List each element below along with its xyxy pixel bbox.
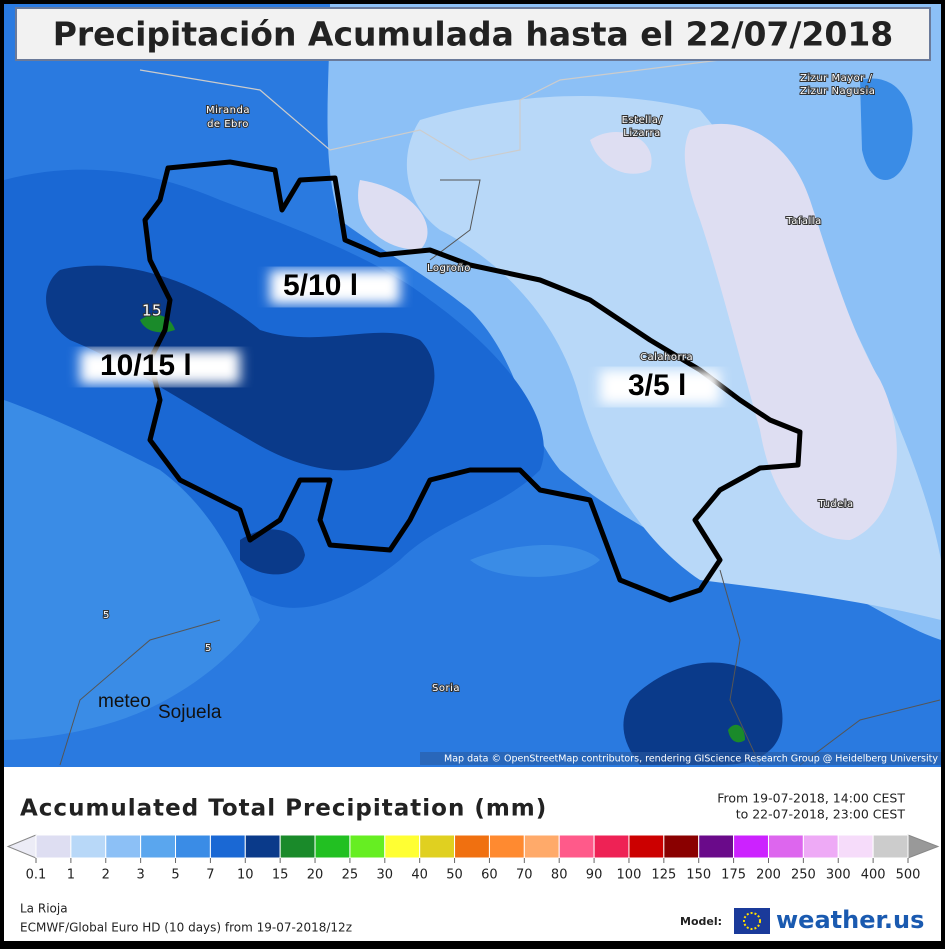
eu-stars [743,912,761,930]
scale-bin [872,834,909,859]
place-labels: Miranda de Ebro Estella/ Lizarra Zizur M… [102,72,876,695]
scale-bin [419,834,456,859]
attribution-bg [420,752,941,765]
scale-tick-label: 20 [307,868,324,883]
boundaries [59,39,941,766]
scale-bin [70,834,107,859]
scale-bin [244,834,281,859]
annotations: 5/10 l 10/15 l 3/5 l meteo Sojuela [80,269,720,723]
scale-bin [384,834,421,859]
scale-bin [105,834,142,859]
scale-tick-label: 0.1 [26,868,47,883]
model-label: Model: [680,915,722,928]
annotation: 5/10 l [283,269,358,302]
title: Precipitación Acumulada hasta el 22/07/2… [53,15,894,54]
annotation: 3/5 l [628,369,686,402]
watermark: meteo [98,691,151,712]
contour-label: 5 [205,643,212,654]
scale-tick-label: 2 [102,868,110,883]
contour-label: 5 [103,610,110,621]
eu-flag [734,908,770,934]
scale-bin [837,834,874,859]
scale-tick-label: 10 [237,868,254,883]
region: La Rioja [20,902,68,916]
scale-tick-label: 50 [446,868,463,883]
scale-tick-label: 60 [481,868,498,883]
place-label: Miranda [206,105,250,116]
scale-tick-label: 25 [342,868,359,883]
scale-tick-label: 200 [756,868,781,883]
scale-tick-label: 500 [896,868,921,883]
scale-tick-label: 175 [721,868,746,883]
place-label: Lizarra [623,128,660,139]
scale-tick-label: 80 [551,868,568,883]
scale-bin [488,834,525,859]
scale-bin [35,834,72,859]
place-label: Estella/ [622,115,663,126]
scale-bin [593,834,630,859]
watermark: Sojuela [158,702,222,723]
scale-tick-label: 400 [861,868,886,883]
legend-title: Accumulated Total Precipitation (mm) [20,796,547,822]
annotation: 10/15 l [100,349,192,382]
scale-tick-label: 90 [586,868,603,883]
precip-field [4,4,941,765]
scale-tick-label: 70 [516,868,533,883]
scale-tick-label: 300 [826,868,851,883]
legend-period: to 22-07-2018, 23:00 CEST [736,807,906,822]
scale-tick-label: 125 [651,868,676,883]
scale-tick-label: 100 [617,868,642,883]
attribution: Map data © OpenStreetMap contributors, r… [444,754,938,765]
place-label: Tudela [817,499,853,510]
brand: weather.us [776,906,924,934]
scale-bin [733,834,769,859]
place-label: Logroño [427,263,471,274]
place-label: Tafalla [785,216,821,227]
scale-tick-label: 250 [791,868,816,883]
scale-bin [175,834,211,859]
scale-bin [628,834,665,859]
scale-bin [454,834,490,859]
scale-tick-label: 7 [206,868,214,883]
scale-tick-label: 150 [686,868,711,883]
place-label: Zizur Mayor / [800,73,873,84]
scale-bin [767,834,804,859]
scale-bin [140,834,177,859]
scale-tick-label: 40 [411,868,428,883]
scale-tick-label: 1 [67,868,75,883]
scale-bin [802,834,839,859]
scale-bin [523,834,560,859]
scale-bin [663,834,700,859]
model-run: ECMWF/Global Euro HD (10 days) from 19-0… [20,921,352,935]
scale-bin [698,834,735,859]
scale-bin [314,834,351,859]
scale-bin [349,834,386,859]
scale-tick-label: 3 [136,868,144,883]
place-label: Calahorra [640,352,693,363]
place-label: Soria [432,683,460,694]
scale-bin [279,834,316,859]
scale-bin [209,834,246,859]
title-box [15,7,931,61]
contour-label: 15 [142,302,162,320]
scale-bin [558,834,595,859]
legend-period: From 19-07-2018, 14:00 CEST [717,791,905,806]
place-label: de Ebro [207,119,249,130]
scale-tick-label: 15 [272,868,289,883]
place-label: Zizur Nagusia [800,86,875,97]
scale-tick-label: 5 [171,868,179,883]
color-scale: 0.1 1 2 3 5 7 10 15 20 25 30 40 50 60 70 80 90 100 125 150 1… [6,834,940,883]
scale-tick-label: 30 [377,868,394,883]
